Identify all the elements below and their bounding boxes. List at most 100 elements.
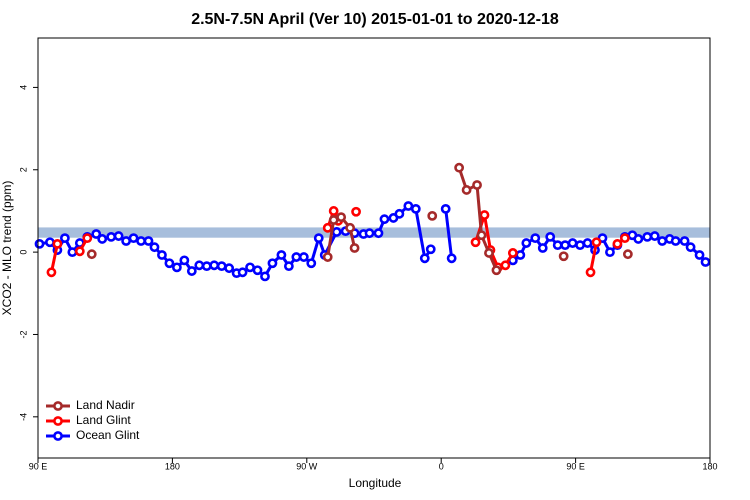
data-point — [252, 265, 263, 276]
data-point — [52, 238, 63, 249]
data-point — [560, 240, 571, 251]
x-tick-label: 90 W — [296, 461, 318, 471]
data-point — [521, 238, 532, 248]
data-point — [545, 231, 556, 242]
data-point — [612, 238, 623, 249]
y-axis-title: XCO2 - MLO trend (ppm) — [0, 181, 14, 316]
data-point — [331, 227, 342, 237]
data-point — [351, 206, 361, 217]
data-point — [410, 203, 421, 214]
data-point — [500, 260, 511, 271]
data-point — [322, 252, 333, 262]
data-point — [121, 236, 132, 246]
data-point — [373, 228, 384, 239]
data-point — [45, 237, 55, 248]
x-tick-label: 90 E — [566, 461, 585, 471]
data-point — [97, 234, 108, 244]
data-point — [622, 249, 633, 260]
data-point — [149, 242, 160, 253]
plot-frame — [37, 37, 711, 459]
data-point — [472, 180, 482, 190]
data-point — [700, 257, 711, 267]
data-point — [328, 215, 339, 225]
y-tick-label: 2 — [18, 167, 28, 172]
legend-label: Ocean Glint — [76, 428, 140, 442]
data-point — [201, 261, 212, 272]
data-point — [179, 255, 190, 266]
y-tick-label: 0 — [18, 250, 28, 255]
data-point — [237, 267, 248, 278]
data-point — [164, 258, 175, 269]
data-point — [113, 231, 124, 241]
data-point — [633, 234, 644, 244]
data-point — [224, 263, 235, 274]
data-point — [470, 237, 481, 248]
legend-label: Land Nadir — [76, 398, 135, 412]
data-point — [306, 258, 317, 269]
data-point — [209, 260, 220, 271]
data-point — [328, 206, 339, 216]
data-point — [558, 251, 569, 262]
x-tick-label: 180 — [702, 461, 717, 471]
data-point — [679, 236, 690, 246]
data-point — [267, 258, 278, 269]
data-point — [419, 253, 430, 264]
data-point — [530, 233, 541, 244]
data-point — [427, 210, 438, 221]
data-point — [46, 267, 57, 278]
legend-marker — [53, 401, 63, 411]
data-point — [82, 233, 93, 244]
x-tick-label: 90 E — [29, 461, 48, 471]
data-point — [394, 208, 405, 219]
data-point — [349, 243, 360, 253]
data-point — [694, 250, 705, 260]
y-tick-label: -4 — [18, 413, 28, 421]
data-point — [313, 233, 324, 244]
data-point — [34, 238, 45, 249]
data-point — [685, 242, 696, 253]
data-point — [245, 262, 255, 273]
data-point — [619, 233, 630, 244]
data-point — [194, 260, 205, 271]
data-point — [59, 233, 70, 244]
x-tick-label: 0 — [439, 461, 444, 471]
data-point — [552, 240, 563, 251]
legend-label: Land Glint — [76, 413, 131, 427]
data-point — [91, 229, 102, 239]
data-point — [128, 233, 139, 244]
data-point — [425, 244, 436, 255]
data-point — [260, 271, 270, 282]
data-point — [642, 231, 653, 242]
data-point — [461, 185, 472, 195]
chart-title: 2.5N-7.5N April (Ver 10) 2015-01-01 to 2… — [191, 11, 559, 28]
data-point — [106, 231, 117, 242]
data-point — [291, 252, 302, 262]
data-point — [345, 222, 356, 233]
data-point — [582, 238, 593, 248]
data-point — [283, 261, 294, 272]
data-point — [86, 249, 97, 260]
data-point — [136, 236, 146, 246]
legend-marker — [53, 416, 63, 426]
x-tick-label: 180 — [165, 461, 180, 471]
data-point — [567, 238, 578, 248]
data-point — [484, 248, 494, 258]
data-point — [216, 261, 227, 272]
data-point — [446, 253, 457, 264]
y-tick-label: -2 — [18, 330, 28, 338]
data-point — [403, 201, 414, 211]
data-point — [336, 212, 347, 223]
data-point — [476, 230, 487, 241]
data-point — [379, 214, 390, 225]
data-point — [585, 267, 596, 278]
data-point — [157, 250, 167, 260]
data-point — [74, 246, 85, 257]
legend-marker — [53, 431, 63, 441]
data-point — [67, 247, 78, 258]
x-axis-title: Longitude — [349, 476, 402, 490]
data-point — [186, 266, 197, 276]
data-point — [171, 262, 182, 273]
data-point — [507, 248, 518, 258]
data-point — [364, 228, 375, 239]
